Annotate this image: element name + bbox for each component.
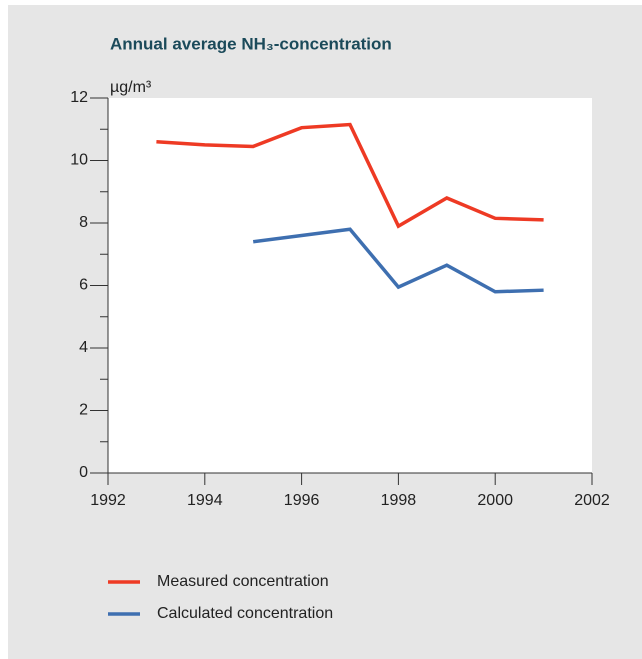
y-axis-label: µg/m³ [110, 79, 152, 96]
x-tick-label: 2000 [477, 492, 513, 509]
legend-label: Calculated concentration [157, 605, 333, 622]
legend-label: Measured concentration [157, 573, 329, 590]
x-tick-label: 1996 [284, 492, 320, 509]
y-tick-label: 6 [79, 277, 88, 294]
y-tick-label: 0 [79, 464, 88, 481]
y-tick-label: 8 [79, 214, 88, 231]
series-line [156, 122, 544, 229]
series-line [252, 227, 544, 294]
x-tick-label: 1992 [90, 492, 126, 509]
x-tick-label: 2002 [574, 492, 610, 509]
y-tick-label: 10 [70, 152, 88, 169]
y-tick-label: 12 [70, 89, 88, 106]
chart-title: Annual average NH₃-concentration [110, 34, 392, 53]
y-tick-label: 4 [79, 339, 88, 356]
y-tick-label: 2 [79, 402, 88, 419]
x-tick-label: 1998 [381, 492, 417, 509]
x-tick-label: 1994 [187, 492, 223, 509]
plot-area [108, 98, 592, 473]
